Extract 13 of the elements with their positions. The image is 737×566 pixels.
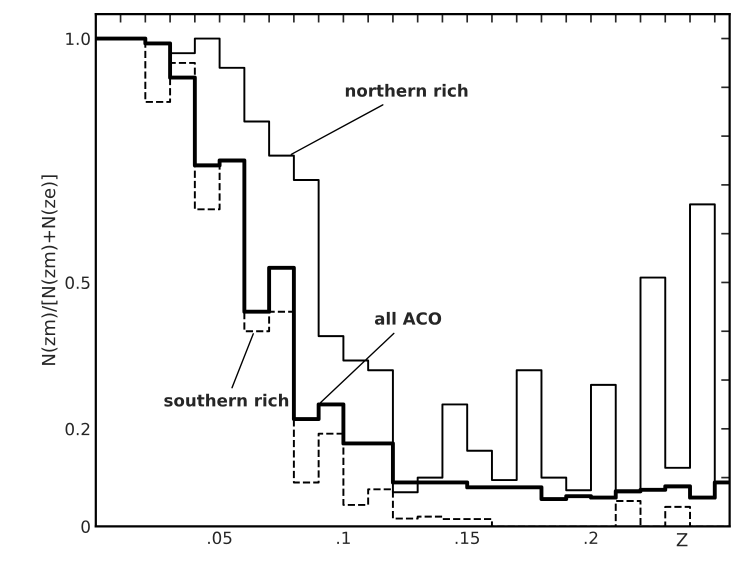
y-axis-title: N(zm)/[N(zm)+N(ze)] (41, 175, 58, 365)
y-tick-label: 1.0 (66, 32, 90, 46)
y-tick-label: 0.2 (66, 422, 90, 436)
x-tick-label: .05 (208, 532, 232, 544)
y-tick-label: 0 (81, 520, 90, 533)
annotation: southern rich (164, 394, 288, 407)
annotation: all ACO (374, 312, 442, 325)
x-axis-title: Z (676, 533, 688, 546)
x-tick-label: .2 (584, 532, 598, 544)
y-tick-label: 0.5 (66, 276, 90, 290)
x-tick-label: .15 (456, 532, 479, 544)
x-tick-label: .1 (337, 532, 350, 544)
annotation: northern rich (346, 84, 468, 97)
